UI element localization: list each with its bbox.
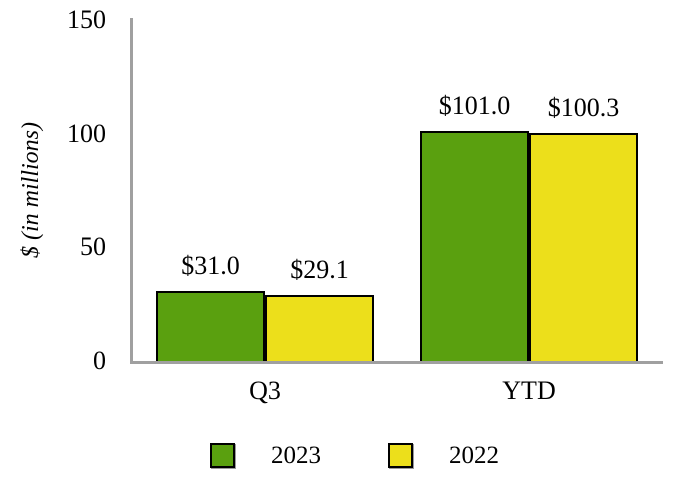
y-tick-label-100: 100 [67, 118, 106, 148]
legend-swatch-2023 [210, 443, 235, 468]
x-axis-line [130, 361, 663, 364]
value-label-2022-q3: $29.1 [290, 254, 349, 284]
y-axis-line [130, 18, 133, 364]
y-tick-label-0: 0 [93, 346, 106, 375]
legend-label-2023: 2023 [271, 442, 321, 469]
x-category-label-ytd: YTD [502, 376, 556, 405]
legend-item-2022: 2022 [388, 443, 499, 468]
legend-label-2022: 2022 [449, 442, 499, 469]
value-label-2022-ytd: $100.3 [547, 92, 620, 122]
y-tick-label-150: 150 [67, 5, 106, 34]
legend-item-2023: 2023 [210, 443, 321, 468]
bar-2022-ytd [529, 132, 638, 361]
bar-2022-q3 [265, 294, 374, 361]
value-label-2023-q3: $31.0 [181, 250, 240, 280]
y-axis-title: $ (in millions) [18, 122, 44, 258]
bar-2023-q3 [156, 290, 265, 361]
y-tick-label-50: 50 [80, 232, 106, 262]
bar-2023-ytd [420, 131, 529, 361]
value-label-2023-ytd: $101.0 [438, 91, 511, 121]
legend-swatch-2022 [388, 443, 413, 468]
x-category-label-q3: Q3 [249, 376, 281, 405]
